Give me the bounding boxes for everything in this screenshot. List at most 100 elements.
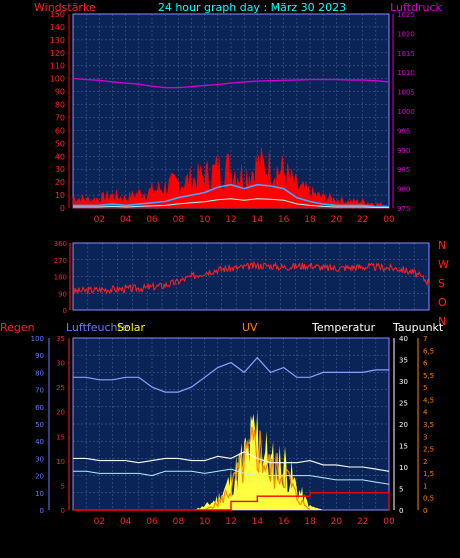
hour-tick-label: 04 xyxy=(120,215,132,225)
hour-tick-label: 14 xyxy=(252,215,264,225)
wind-tick-label: 50 xyxy=(55,139,65,148)
dewpoint-tick-label: 2 xyxy=(423,458,427,466)
wind-tick-label: 140 xyxy=(50,23,65,32)
temperature-tick-label: 0 xyxy=(399,507,403,515)
pressure-tick-label: 990 xyxy=(397,147,410,155)
rain-tick-label: 10 xyxy=(35,490,44,498)
dewpoint-tick-label: 1,5 xyxy=(423,470,434,478)
direction-series xyxy=(72,260,430,295)
rain-tick-label: 90 xyxy=(35,352,44,360)
temperature-tick-label: 5 xyxy=(399,486,403,494)
rain-tick-label: 50 xyxy=(35,421,44,429)
hour-tick-label: 16 xyxy=(278,215,290,225)
dewpoint-tick-label: 6,5 xyxy=(423,347,434,355)
temperature-tick-label: 40 xyxy=(399,335,408,343)
direction-tick-label: 0 xyxy=(63,307,67,315)
rain-tick-label: 100 xyxy=(31,335,44,343)
wind-tick-label: 90 xyxy=(55,88,65,97)
hour-tick-label: 18 xyxy=(304,517,316,527)
pressure-line xyxy=(72,77,390,89)
wind-tick-label: 0 xyxy=(60,204,65,213)
humidity-tick-label: 10 xyxy=(56,458,65,466)
label-temperatur: Temperatur xyxy=(311,321,376,334)
plot-frame xyxy=(72,242,430,311)
humidity-tick-label: 5 xyxy=(61,482,65,490)
direction-tick-label: 270 xyxy=(54,257,67,265)
wind-tick-label: 130 xyxy=(50,36,65,45)
dewpoint-tick-label: 1 xyxy=(423,482,427,490)
humidity-tick-label: 30 xyxy=(56,360,65,368)
compass-label-s: S xyxy=(438,277,445,290)
wind-tick-label: 70 xyxy=(55,113,65,122)
hour-tick-label: 06 xyxy=(146,517,158,527)
rain-tick-label: 80 xyxy=(35,369,44,377)
wind-series xyxy=(72,77,390,209)
temperature-tick-label: 10 xyxy=(399,464,408,472)
hour-tick-label: 00 xyxy=(383,215,395,225)
direction-tick-label: 180 xyxy=(54,274,67,282)
pressure-tick-label: 1005 xyxy=(397,89,415,97)
dewpoint-tick-label: 0,5 xyxy=(423,495,434,503)
solar-area xyxy=(191,410,324,510)
pressure-tick-label: 975 xyxy=(397,205,410,213)
wind-tick-label: 40 xyxy=(55,152,65,161)
dewpoint-tick-label: 3 xyxy=(423,433,427,441)
hour-tick-label: 04 xyxy=(120,517,132,527)
dewpoint-tick-label: 4 xyxy=(423,409,428,417)
dewpoint-line xyxy=(73,468,390,485)
dewpoint-tick-label: 5 xyxy=(423,384,427,392)
temperature-tick-label: 30 xyxy=(399,378,408,386)
hour-tick-label: 22 xyxy=(357,517,368,527)
wind-tick-label: 150 xyxy=(50,10,65,19)
pressure-tick-label: 1025 xyxy=(397,11,415,19)
hour-tick-label: 10 xyxy=(199,517,211,527)
direction-tick-label: 360 xyxy=(54,240,67,248)
label-taupunkt: Taupunkt xyxy=(392,321,444,334)
wind-tick-label: 80 xyxy=(55,101,65,110)
temperature-tick-label: 15 xyxy=(399,443,408,451)
hour-tick-label: 00 xyxy=(383,517,395,527)
dewpoint-tick-label: 5,5 xyxy=(423,372,434,380)
axis-labels: 0102030405060708090100110120130140150975… xyxy=(31,10,435,527)
wind-tick-label: 20 xyxy=(55,178,65,187)
hour-tick-label: 14 xyxy=(252,517,264,527)
humidity-line xyxy=(73,356,389,393)
humidity-tick-label: 15 xyxy=(56,433,65,441)
hour-tick-label: 10 xyxy=(199,215,211,225)
rain-tick-label: 30 xyxy=(35,455,44,463)
label-solar: Solar xyxy=(117,321,146,334)
direction-tick-label: 90 xyxy=(58,290,67,298)
compass-label-n: N xyxy=(438,239,446,252)
wind-direction-line xyxy=(72,260,430,295)
wind-tick-label: 100 xyxy=(50,75,65,84)
wind-average-line xyxy=(73,183,389,208)
compass-label-w: W xyxy=(438,258,449,271)
label-regen: Regen xyxy=(0,321,35,334)
rain-tick-label: 20 xyxy=(35,473,44,481)
compass-label-o: O xyxy=(438,296,447,309)
rain-line xyxy=(73,492,390,511)
hour-tick-label: 08 xyxy=(173,517,185,527)
header-left-label: Windstärke xyxy=(34,1,96,14)
label-uv: UV xyxy=(242,321,258,334)
wind-tick-label: 120 xyxy=(50,49,65,58)
temperature-tick-label: 25 xyxy=(399,400,408,408)
uv-line xyxy=(204,426,311,511)
humidity-tick-label: 25 xyxy=(56,384,65,392)
header-right-label: Luftdruck xyxy=(390,1,442,14)
wind-min-line xyxy=(73,198,389,208)
compass-label-n: N xyxy=(438,315,446,328)
hour-tick-label: 22 xyxy=(357,215,368,225)
pressure-tick-label: 1010 xyxy=(397,69,415,77)
dewpoint-tick-label: 0 xyxy=(423,507,427,515)
hour-tick-label: 12 xyxy=(225,517,236,527)
rain-tick-label: 40 xyxy=(35,438,44,446)
wind-tick-label: 10 xyxy=(55,191,65,200)
grid-lines xyxy=(72,13,430,511)
pressure-tick-label: 1015 xyxy=(397,50,415,58)
label-luftfeuchte: Luftfeuchte xyxy=(66,321,129,334)
hour-tick-label: 06 xyxy=(146,215,158,225)
